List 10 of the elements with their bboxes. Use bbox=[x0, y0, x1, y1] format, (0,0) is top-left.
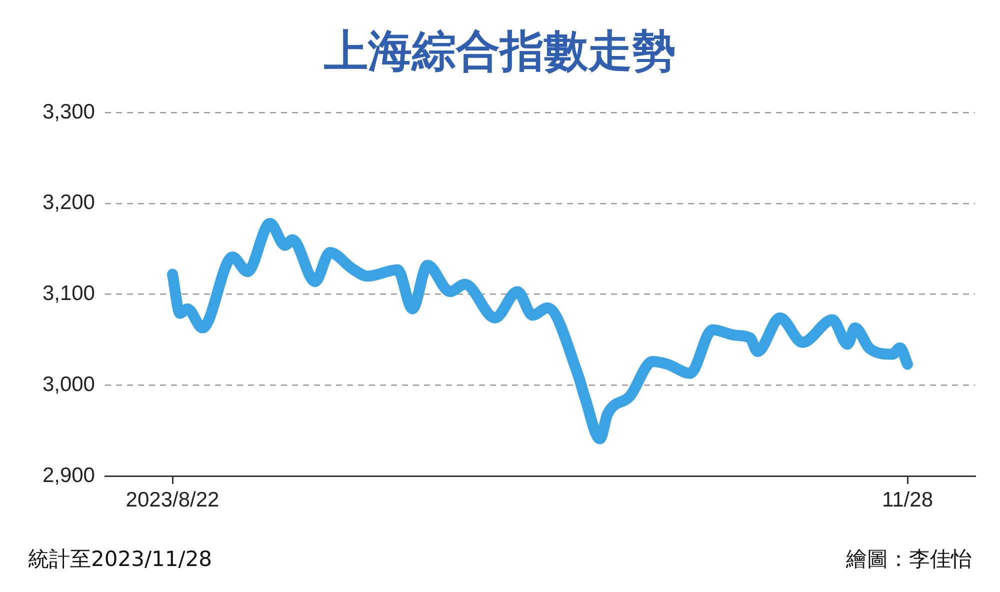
y-tick-label: 3,000 bbox=[42, 372, 95, 396]
text: 繪圖：李佳怡 bbox=[846, 546, 972, 573]
y-tick-label: 3,100 bbox=[42, 282, 95, 306]
y-tick-label: 3,300 bbox=[42, 100, 95, 124]
text: 統計至2023/11/28 bbox=[28, 546, 212, 573]
x-tick-label: 2023/8/22 bbox=[126, 488, 220, 512]
x-tick-label: 11/28 bbox=[882, 488, 933, 512]
chart-title: 上海綜合指數走勢 bbox=[323, 25, 677, 79]
y-tick-label: 2,900 bbox=[42, 464, 95, 487]
y-tick-label: 3,200 bbox=[42, 191, 95, 214]
